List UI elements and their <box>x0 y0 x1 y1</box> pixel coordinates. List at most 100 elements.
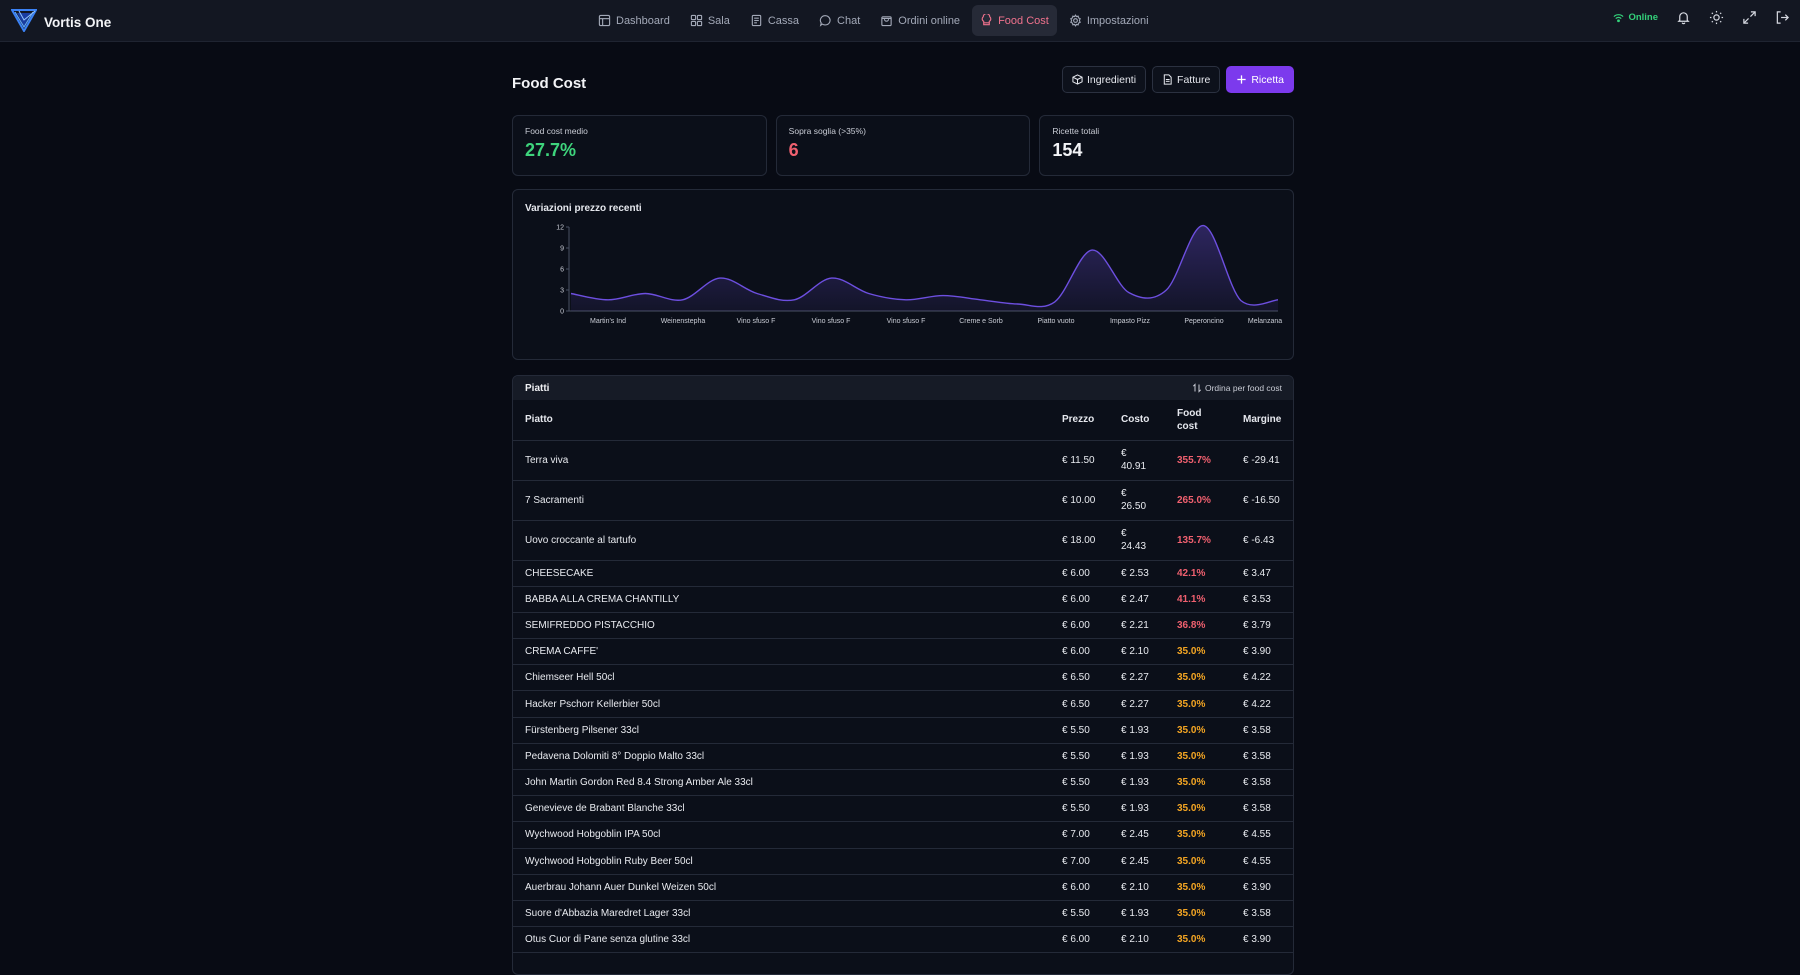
cell-margin: € -16.50 <box>1231 480 1293 521</box>
table-header-row: Piatto Prezzo Costo Food cost Margine <box>513 400 1293 441</box>
col-header-cost[interactable]: Costo <box>1109 400 1165 441</box>
new-ricetta-button[interactable]: Ricetta <box>1226 66 1294 93</box>
cell-dish: Pedavena Dolomiti 8° Doppio Malto 33cl <box>513 743 1050 771</box>
x-tick-label: Vino sfuso F <box>812 318 851 325</box>
nav-impostazioni-label: Impostazioni <box>1086 14 1149 27</box>
sort-by-food-cost-button[interactable]: Ordina per food cost <box>1192 383 1282 393</box>
bell-icon[interactable] <box>1676 10 1691 25</box>
cell-margin: € 3.58 <box>1231 795 1293 823</box>
page-header: Food Cost Ingredienti Fatture Ricetta <box>512 66 1294 124</box>
cell-dish: CHEESECAKE <box>513 560 1050 587</box>
cell-cost: € 2.21 <box>1109 612 1165 640</box>
table-row[interactable]: Terra viva € 11.50 € 40.91 355.7% € -29.41 <box>513 440 1293 481</box>
table-row[interactable]: Genevieve de Brabant Blanche 33cl € 5.50 €… <box>513 795 1293 823</box>
nav-cassa[interactable]: Cassa <box>742 5 807 36</box>
chef-hat-icon <box>981 14 992 26</box>
table-row[interactable]: BABBA ALLA CREMA CHANTILLY € 6.00 € 2.47 41… <box>513 586 1293 613</box>
cell-dish: BABBA ALLA CREMA CHANTILLY <box>513 586 1050 613</box>
cell-price: € 5.50 <box>1050 795 1109 823</box>
cell-food-cost: 135.7% <box>1165 520 1231 561</box>
table-row[interactable]: Otus Cuor di Pane senza glutine 33cl € 6.… <box>513 926 1293 954</box>
cell-food-cost: 35.0% <box>1165 638 1231 666</box>
dishes-table-card: Piatti Ordina per food cost Piatto Prezz… <box>512 375 1294 975</box>
cell-price: € 6.50 <box>1050 690 1109 718</box>
cell-dish: Hacker Pschorr Kellerbier 50cl <box>513 690 1050 718</box>
stat-card-ricette-totali: Ricette totali 154 <box>1039 115 1295 176</box>
col-header-margin[interactable]: Margine <box>1231 400 1293 441</box>
cell-cost: € 2.45 <box>1109 821 1165 849</box>
page-title: Food Cost <box>512 75 587 92</box>
table-row[interactable]: Hacker Pschorr Kellerbier 50cl € 6.50 € 2.… <box>513 690 1293 718</box>
cell-cost: € 2.10 <box>1109 874 1165 901</box>
receipt-icon <box>751 14 762 27</box>
table-row[interactable]: Pedavena Dolomiti 8° Doppio Malto 33cl € … <box>513 743 1293 771</box>
cell-dish: Fürstenberg Pilsener 33cl <box>513 717 1050 744</box>
nav-ordini-online[interactable]: Ordini online <box>872 5 968 36</box>
cell-food-cost: 35.0% <box>1165 743 1231 771</box>
cell-price: € 5.50 <box>1050 769 1109 797</box>
cell-price: € 6.00 <box>1050 612 1109 640</box>
table-row[interactable]: 7 Sacramenti € 10.00 € 26.50 265.0% € -16.50 <box>513 480 1293 521</box>
col-header-price[interactable]: Prezzo <box>1050 400 1109 441</box>
sun-icon[interactable] <box>1709 10 1724 25</box>
table-row[interactable]: Suore d'Abbazia Maredret Lager 33cl € 5.5… <box>513 900 1293 928</box>
cell-price: € 10.00 <box>1050 480 1109 521</box>
cell-food-cost: 355.7% <box>1165 440 1231 481</box>
nav-cassa-label: Cassa <box>767 14 800 27</box>
sort-icon <box>1192 383 1202 393</box>
cell-cost: € 1.93 <box>1109 743 1165 771</box>
ingredienti-button[interactable]: Ingredienti <box>1062 66 1147 93</box>
cell-price: € 5.50 <box>1050 743 1109 771</box>
table-row[interactable]: SEMIFREDDO PISTACCHIO € 6.00 € 2.21 36.8% € … <box>513 612 1293 640</box>
table-row[interactable]: Chiemseer Hell 50cl € 6.50 € 2.27 35.0% € 4.… <box>513 664 1293 692</box>
nav-impostazioni[interactable]: Impostazioni <box>1061 5 1157 36</box>
table-row[interactable]: Auerbrau Johann Auer Dunkel Weizen 50cl €… <box>513 874 1293 901</box>
logo-icon <box>10 8 38 37</box>
cell-food-cost: 35.0% <box>1165 900 1231 928</box>
plus-icon <box>1237 75 1246 84</box>
nav-chat[interactable]: Chat <box>811 5 868 36</box>
cell-cost: € 1.93 <box>1109 717 1165 744</box>
cell-dish: Terra viva <box>513 440 1050 481</box>
col-header-dish[interactable]: Piatto <box>513 400 1050 441</box>
cell-cost: € 2.27 <box>1109 690 1165 718</box>
nav-ordini-online-label: Ordini online <box>898 14 961 27</box>
top-bar: Vortis One Dashboard Sala Cassa Chat Ord… <box>0 0 1800 42</box>
cell-price: € 6.00 <box>1050 874 1109 901</box>
table-row[interactable]: Fürstenberg Pilsener 33cl € 5.50 € 1.93 35.… <box>513 717 1293 744</box>
nav-sala[interactable]: Sala <box>682 5 738 36</box>
logout-icon[interactable] <box>1775 10 1790 25</box>
stat-card-sopra-soglia: Sopra soglia (>35%) 6 <box>775 115 1031 176</box>
ingredienti-button-label: Ingredienti <box>1087 73 1137 86</box>
cell-cost: € 1.93 <box>1109 795 1165 823</box>
main-content: Food Cost Ingredienti Fatture Ricetta Fo… <box>512 42 1295 975</box>
x-tick-label: Martin's Ind <box>590 318 626 325</box>
y-tick-label: 9 <box>560 246 564 253</box>
cell-food-cost: 265.0% <box>1165 480 1231 521</box>
table-row[interactable]: Uovo croccante al tartufo € 18.00 € 24.43 1… <box>513 520 1293 561</box>
cell-cost: € 2.47 <box>1109 586 1165 613</box>
table-row[interactable]: CREMA CAFFE' € 6.00 € 2.10 35.0% € 3.90 <box>513 638 1293 666</box>
fatture-button[interactable]: Fatture <box>1152 66 1221 93</box>
series-line <box>570 224 1279 308</box>
nav-dashboard[interactable]: Dashboard <box>590 5 678 36</box>
price-variation-chart-card: Variazioni prezzo recenti 0 3 6 9 12 Martin's… <box>512 189 1294 360</box>
table-row[interactable]: Wychwood Hobgoblin IPA 50cl € 7.00 € 2.45 3… <box>513 821 1293 849</box>
cell-margin: € 3.53 <box>1231 586 1293 613</box>
table-row[interactable]: CHEESECAKE € 6.00 € 2.53 42.1% € 3.47 <box>513 560 1293 587</box>
cell-food-cost: 35.0% <box>1165 664 1231 692</box>
table-row[interactable]: Wychwood Hobgoblin Ruby Beer 50cl € 7.00 €… <box>513 848 1293 875</box>
y-tick-label: 0 <box>560 309 564 316</box>
col-header-food-cost[interactable]: Food cost <box>1165 400 1231 441</box>
nav-food-cost[interactable]: Food Cost <box>972 5 1057 36</box>
stat-label: Ricette totali <box>1052 126 1100 136</box>
new-ricetta-button-label: Ricetta <box>1251 73 1284 86</box>
table-row[interactable]: John Martin Gordon Red 8.4 Strong Amber … <box>513 769 1293 797</box>
online-label: Online <box>1628 12 1658 23</box>
cell-price: € 5.50 <box>1050 900 1109 928</box>
cell-cost: € 2.10 <box>1109 638 1165 666</box>
expand-icon[interactable] <box>1742 10 1757 25</box>
brand[interactable]: Vortis One <box>10 8 111 37</box>
stat-value: 27.7% <box>525 140 577 160</box>
gear-icon <box>1069 14 1081 27</box>
